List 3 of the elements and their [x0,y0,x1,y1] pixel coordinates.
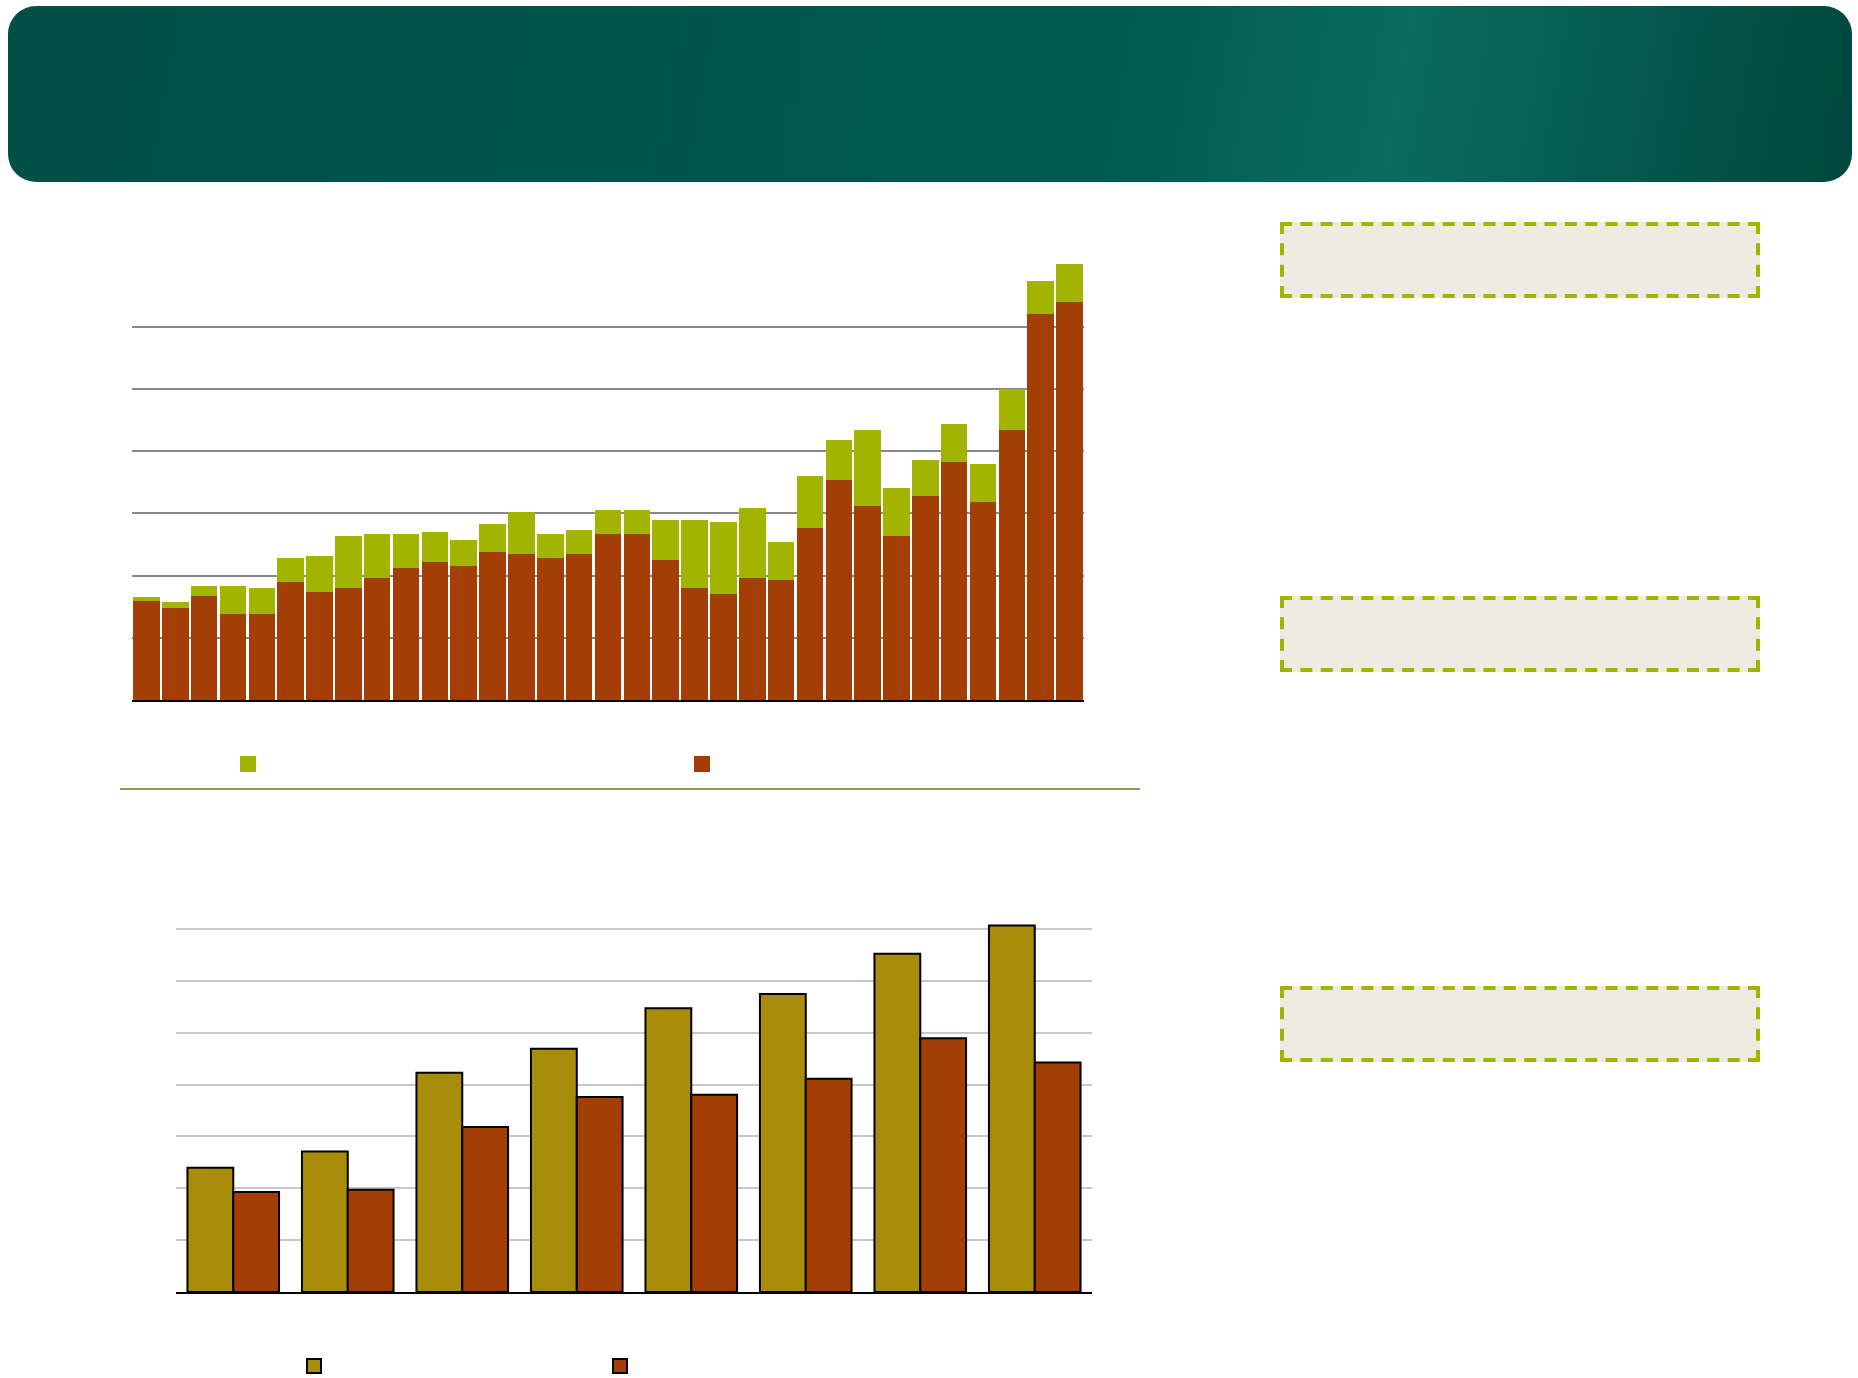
bar [998,388,1026,430]
bar [969,463,997,502]
bar [162,602,189,609]
